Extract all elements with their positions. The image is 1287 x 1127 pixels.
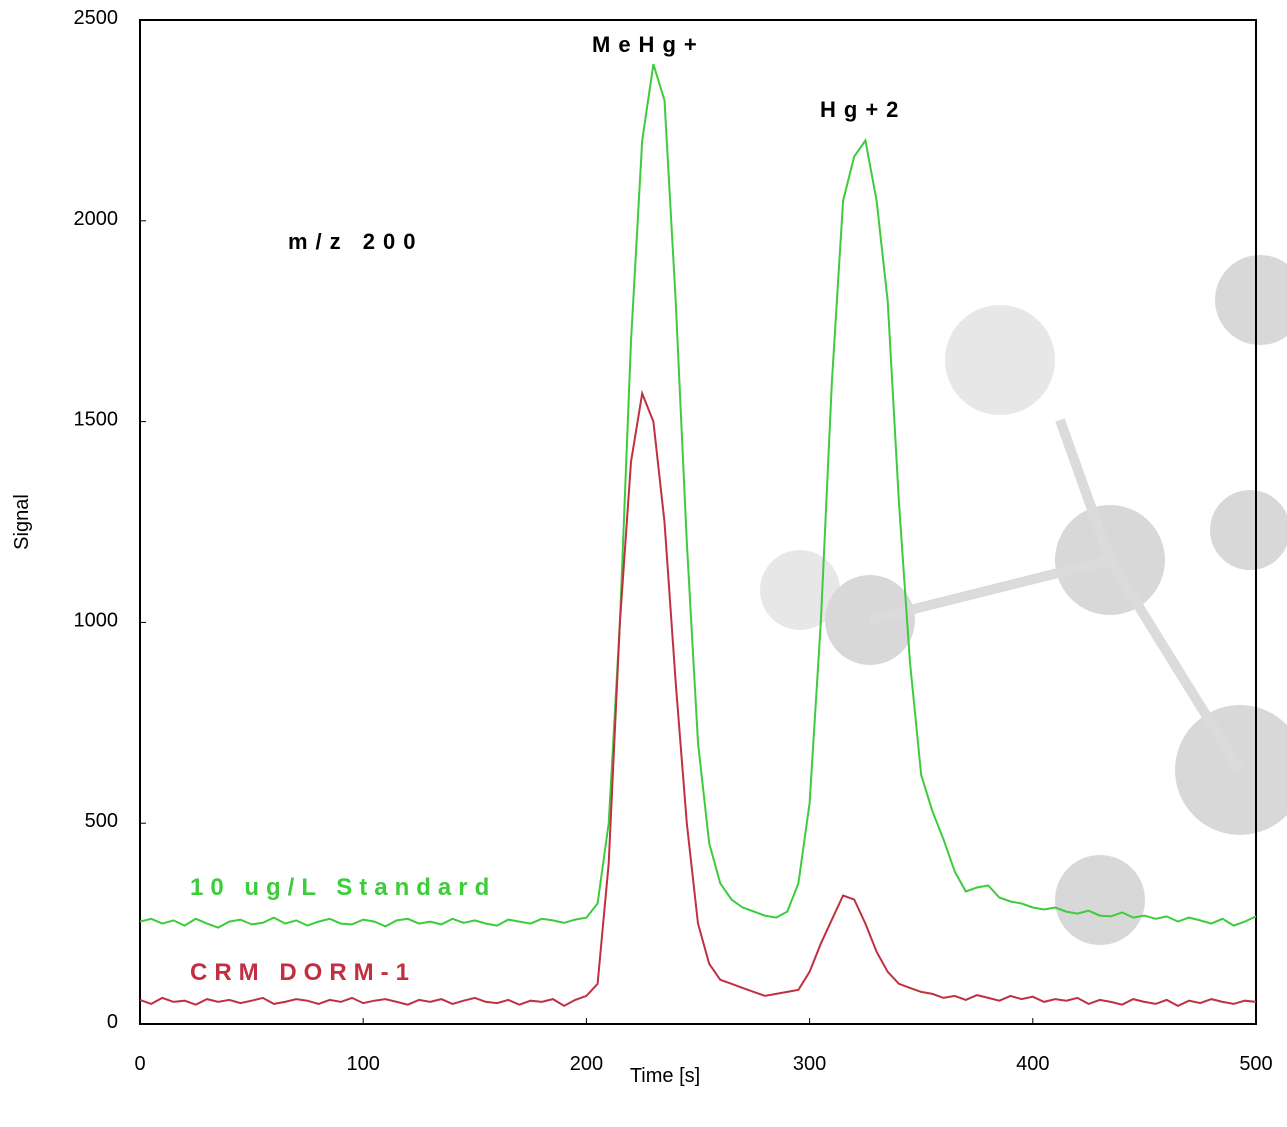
x-axis-label: Time [s] — [630, 1065, 700, 1087]
molecule-decoration — [760, 255, 1287, 945]
y-axis-label: Signal — [11, 494, 33, 550]
x-tick-label: 0 — [134, 1053, 145, 1075]
annotation: Hg+2 — [820, 97, 906, 122]
series-line — [139, 63, 1257, 929]
y-tick-label: 0 — [107, 1011, 118, 1033]
plot-frame — [139, 19, 1257, 1025]
series-label: CRM DORM-1 — [190, 959, 416, 986]
x-tick-label: 100 — [347, 1053, 380, 1075]
series-label: 10 ug/L Standard — [190, 874, 496, 901]
y-tick-label: 1500 — [74, 409, 119, 431]
y-tick-label: 1000 — [74, 609, 119, 631]
x-tick-label: 200 — [570, 1053, 603, 1075]
y-tick-label: 500 — [85, 810, 118, 832]
y-tick-label: 2500 — [74, 7, 119, 29]
x-tick-label: 500 — [1239, 1053, 1272, 1075]
annotation: MeHg+ — [592, 32, 705, 57]
series-line — [139, 389, 1257, 1008]
x-tick-label: 400 — [1016, 1053, 1049, 1075]
y-tick-label: 2000 — [74, 208, 119, 230]
x-tick-label: 300 — [793, 1053, 826, 1075]
annotation: m/z 200 — [288, 229, 424, 254]
